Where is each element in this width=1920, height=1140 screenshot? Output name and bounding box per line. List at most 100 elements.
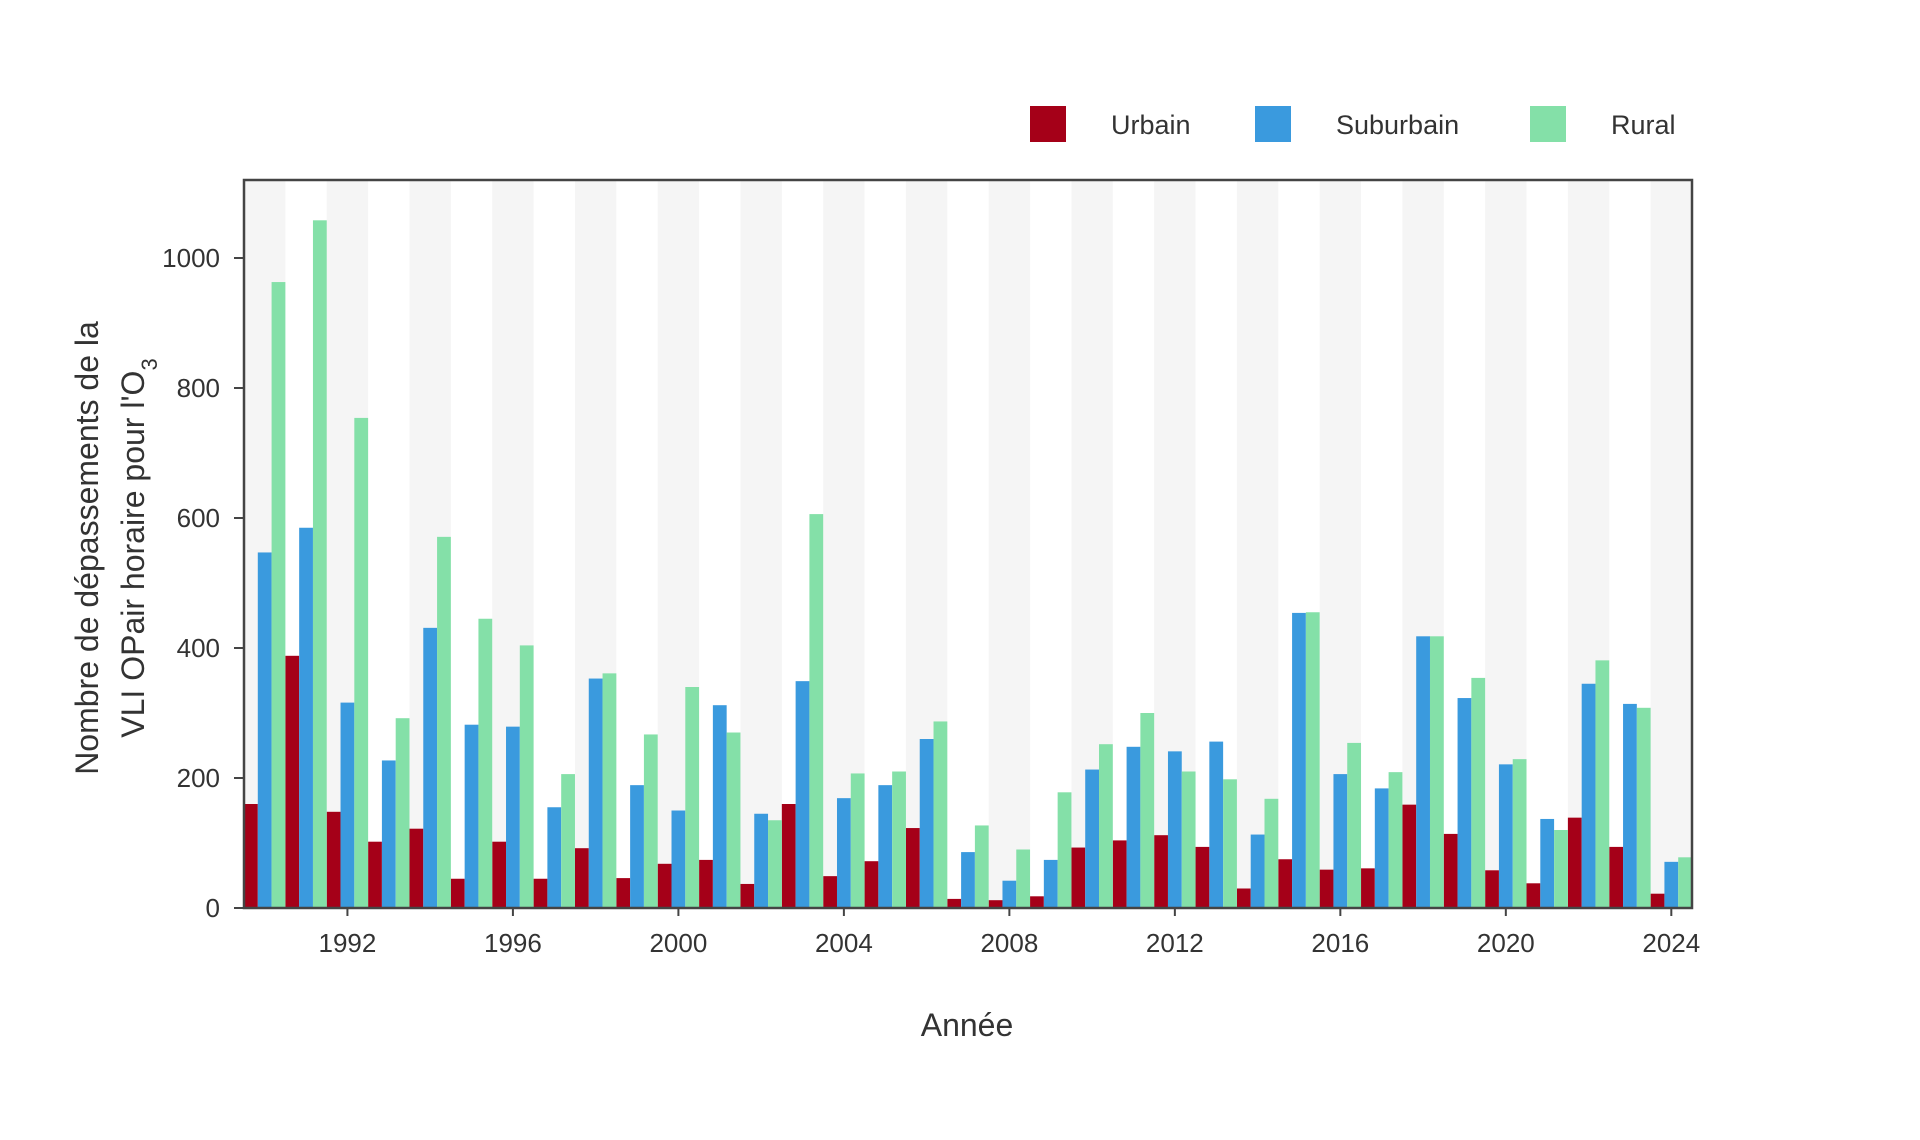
bar-rural-1990 <box>271 282 286 908</box>
bar-rural-2022 <box>1595 660 1610 908</box>
bar-urbain-2003 <box>781 804 796 908</box>
bar-urbain-2016 <box>1319 869 1334 908</box>
bar-rural-2016 <box>1347 742 1362 908</box>
bar-urbain-2018 <box>1402 804 1417 908</box>
bar-suburbain-1995 <box>464 724 479 908</box>
y-axis-title-line1: Nombre de dépassements de la <box>69 321 105 775</box>
bar-rural-2013 <box>1223 779 1237 908</box>
bar-suburbain-2006 <box>919 739 934 908</box>
bar-urbain-1991 <box>285 655 300 908</box>
bar-rural-2023 <box>1636 707 1651 908</box>
y-tick-label-200: 200 <box>177 763 220 793</box>
x-tick-label-1996: 1996 <box>484 928 542 958</box>
bar-urbain-2001 <box>699 859 713 908</box>
bar-rural-2024 <box>1678 857 1692 908</box>
bar-urbain-2020 <box>1485 870 1499 908</box>
x-axis-ticks: 1992 1996 2000 2004 2008 2012 2016 2020 2024 <box>319 908 1700 958</box>
year-band-2014 <box>1236 180 1279 908</box>
bar-suburbain-1998 <box>588 678 603 908</box>
bar-suburbain-2024 <box>1664 861 1679 908</box>
x-tick-label-2024: 2024 <box>1642 928 1700 958</box>
legend: Urbain Suburbain Rural <box>1030 106 1676 142</box>
bar-suburbain-2002 <box>754 813 769 908</box>
bar-rural-2011 <box>1140 713 1155 908</box>
bar-rural-1998 <box>602 673 617 908</box>
bar-suburbain-2011 <box>1126 746 1141 908</box>
bar-urbain-2015 <box>1278 859 1293 908</box>
bar-rural-2012 <box>1181 771 1196 908</box>
y-tick-label-1000: 1000 <box>162 243 220 273</box>
y-tick-label-0: 0 <box>206 893 220 923</box>
bar-urbain-2004 <box>823 876 837 908</box>
bar-rural-1997 <box>561 774 575 908</box>
bar-suburbain-2023 <box>1623 703 1637 908</box>
x-tick-label-2012: 2012 <box>1146 928 1204 958</box>
y-axis-title: Nombre de dépassements de la VLI OPair h… <box>69 321 162 775</box>
bar-rural-2020 <box>1512 759 1527 908</box>
bar-rural-2008 <box>1016 849 1031 908</box>
bar-urbain-2014 <box>1236 888 1251 908</box>
bar-rural-2006 <box>933 721 948 908</box>
bar-urbain-2006 <box>905 828 920 908</box>
bar-suburbain-2019 <box>1457 698 1472 908</box>
bar-rural-2017 <box>1388 772 1403 908</box>
year-band-2002 <box>740 180 782 908</box>
bar-suburbain-2004 <box>836 798 851 908</box>
x-tick-label-2004: 2004 <box>815 928 873 958</box>
legend-swatch-urbain <box>1030 106 1066 142</box>
bar-rural-1993 <box>395 718 410 908</box>
bar-suburbain-2000 <box>671 810 686 908</box>
y-axis-title-subscript: 3 <box>137 358 162 370</box>
bar-suburbain-1997 <box>547 807 562 908</box>
bar-suburbain-1991 <box>299 527 313 908</box>
bar-suburbain-2008 <box>1002 880 1017 908</box>
bar-urbain-2011 <box>1112 840 1127 908</box>
bar-rural-2015 <box>1305 612 1320 908</box>
y-tick-label-400: 400 <box>177 633 220 663</box>
bar-suburbain-2009 <box>1043 859 1058 908</box>
bar-rural-2007 <box>974 825 989 908</box>
bar-urbain-1995 <box>450 878 465 908</box>
bar-urbain-1993 <box>368 841 382 908</box>
bar-rural-1991 <box>312 220 327 909</box>
bars <box>244 220 1692 909</box>
bar-suburbain-1993 <box>381 760 396 908</box>
bar-suburbain-2010 <box>1085 769 1100 908</box>
bar-rural-2002 <box>768 820 782 908</box>
bar-urbain-2024 <box>1650 893 1665 908</box>
bar-rural-1996 <box>519 645 534 908</box>
bar-suburbain-2001 <box>712 705 727 908</box>
year-band-2024 <box>1650 180 1692 908</box>
bar-urbain-2022 <box>1567 817 1582 908</box>
bar-suburbain-2007 <box>961 852 975 908</box>
bar-urbain-2019 <box>1443 833 1458 908</box>
bar-rural-2004 <box>850 773 865 908</box>
bar-urbain-1992 <box>326 811 341 908</box>
bar-urbain-2013 <box>1195 846 1210 908</box>
bar-rural-2014 <box>1264 798 1279 908</box>
bar-suburbain-1990 <box>257 552 272 908</box>
x-tick-label-2008: 2008 <box>980 928 1038 958</box>
bar-urbain-1996 <box>492 841 507 908</box>
bar-rural-2000 <box>685 687 700 908</box>
bar-suburbain-2018 <box>1416 636 1430 908</box>
bar-rural-2009 <box>1057 792 1072 908</box>
bar-rural-2019 <box>1471 677 1486 908</box>
x-tick-label-2000: 2000 <box>649 928 707 958</box>
bar-rural-2005 <box>892 771 906 908</box>
bar-suburbain-2022 <box>1581 683 1596 908</box>
bar-suburbain-1992 <box>340 702 355 908</box>
bar-suburbain-2014 <box>1250 834 1265 908</box>
bar-suburbain-2021 <box>1540 818 1555 908</box>
y-axis-title-line2-main: VLI OPair horaire pour l'O <box>115 371 151 738</box>
x-tick-label-1992: 1992 <box>319 928 377 958</box>
y-axis-title-line2: VLI OPair horaire pour l'O3 <box>115 358 162 737</box>
bar-suburbain-2003 <box>795 681 810 908</box>
y-tick-label-600: 600 <box>177 503 220 533</box>
bar-urbain-2005 <box>864 861 879 908</box>
bar-suburbain-1996 <box>506 726 520 908</box>
bar-urbain-1997 <box>533 878 548 908</box>
bar-suburbain-2012 <box>1167 751 1182 908</box>
